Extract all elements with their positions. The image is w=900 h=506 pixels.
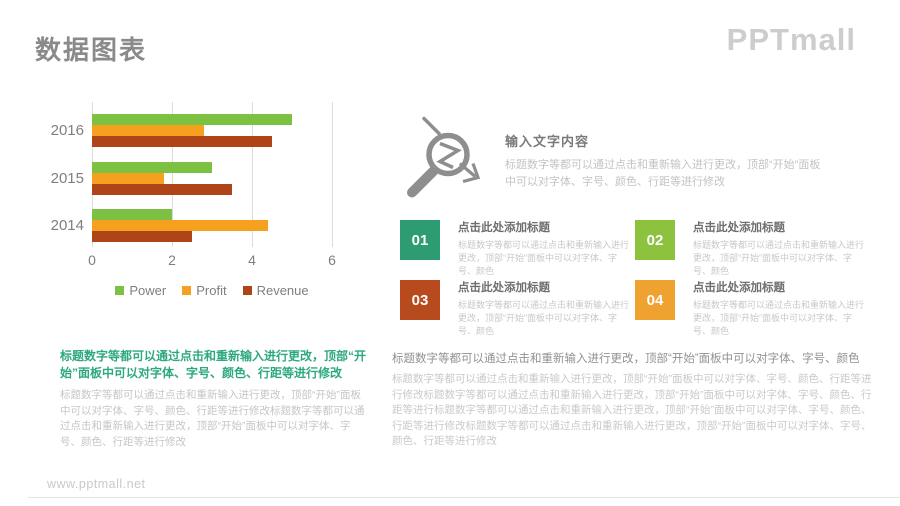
- bar-power-2015: [92, 162, 212, 173]
- numbered-item-02: 02 点击此处添加标题 标题数字等都可以通过点击和重新输入进行更改，顶部“开始”…: [635, 219, 870, 276]
- magnifier-icon: [407, 116, 481, 198]
- y-axis-label: 2016: [50, 122, 84, 139]
- legend-item-power: Power: [115, 283, 166, 298]
- bar-profit-2014: [92, 220, 268, 231]
- item-title: 点击此处添加标题: [458, 282, 550, 294]
- bar-power-2016: [92, 114, 292, 125]
- legend-marker: [115, 286, 125, 295]
- bar-revenue-2016: [92, 136, 272, 147]
- y-axis-label: 2015: [50, 170, 84, 187]
- bar-chart: 2016 2015 2014 0 2 4 6 Power Profit Revenue: [40, 100, 350, 305]
- item-number-badge: 04: [635, 280, 675, 320]
- bar-revenue-2015: [92, 184, 232, 195]
- item-number-badge: 01: [400, 220, 440, 260]
- item-number-badge: 02: [635, 220, 675, 260]
- numbered-item-04: 04 点击此处添加标题 标题数字等都可以通过点击和重新输入进行更改，顶部“开始”…: [635, 279, 870, 336]
- pptmall-logo: PPTmall: [726, 22, 856, 57]
- footer-divider: [28, 497, 900, 498]
- gridline: [332, 102, 333, 247]
- numbered-item-03: 03 点击此处添加标题 标题数字等都可以通过点击和重新输入进行更改，顶部“开始”…: [400, 279, 635, 336]
- right-lead-text: 标题数字等都可以通过点击和重新输入进行更改，顶部“开始”面板中可以对字体、字号、…: [392, 353, 860, 365]
- legend-marker: [242, 286, 252, 295]
- gridline: [172, 102, 173, 247]
- item-body: 标题数字等都可以通过点击和重新输入进行更改，顶部“开始”面板中可以对字体、字号、…: [458, 240, 630, 277]
- info-panel: 输入文字内容 标题数字等都可以通过点击和重新输入进行更改，顶部“开始”面板中可以…: [505, 131, 845, 191]
- item-body: 标题数字等都可以通过点击和重新输入进行更改，顶部“开始”面板中可以对字体、字号、…: [693, 300, 865, 337]
- x-tick-label: 4: [248, 252, 256, 268]
- x-tick-label: 6: [328, 252, 336, 268]
- item-body: 标题数字等都可以通过点击和重新输入进行更改，顶部“开始”面板中可以对字体、字号、…: [693, 240, 865, 277]
- bar-profit-2016: [92, 125, 204, 136]
- x-tick-label: 0: [88, 252, 96, 268]
- item-title: 点击此处添加标题: [458, 222, 550, 234]
- legend-marker: [182, 286, 192, 295]
- bar-revenue-2014: [92, 231, 192, 242]
- left-highlight-text: 标题数字等都可以通过点击和重新输入进行更改，顶部“开始”面板中可以对字体、字号、…: [60, 349, 367, 381]
- info-panel-body: 标题数字等都可以通过点击和重新输入进行更改，顶部“开始”面板中可以对字体、字号、…: [505, 159, 821, 189]
- numbered-item-01: 01 点击此处添加标题 标题数字等都可以通过点击和重新输入进行更改，顶部“开始”…: [400, 219, 635, 276]
- item-number-badge: 03: [400, 280, 440, 320]
- x-tick-label: 2: [168, 252, 176, 268]
- legend-item-revenue: Revenue: [242, 283, 309, 298]
- left-body-text: 标题数字等都可以通过点击和重新输入进行更改，顶部“开始”面板中可以对字体、字号、…: [60, 389, 365, 448]
- y-axis-label: 2014: [50, 217, 84, 234]
- item-title: 点击此处添加标题: [693, 282, 785, 294]
- page-title: 数据图表: [35, 35, 148, 65]
- legend-label: Profit: [196, 283, 227, 298]
- right-body-text: 标题数字等都可以通过点击和重新输入进行更改，顶部“开始”面板中可以对字体、字号、…: [392, 373, 872, 448]
- legend-label: Power: [129, 283, 167, 298]
- item-title: 点击此处添加标题: [693, 222, 785, 234]
- gridline: [252, 102, 253, 247]
- bar-power-2014: [92, 209, 172, 220]
- legend-item-profit: Profit: [182, 283, 227, 298]
- info-panel-title: 输入文字内容: [505, 134, 590, 149]
- chart-plot: [92, 102, 333, 247]
- footer-url[interactable]: www.pptmall.net: [47, 477, 146, 491]
- bar-profit-2015: [92, 173, 164, 184]
- legend-label: Revenue: [256, 283, 309, 298]
- chart-legend: Power Profit Revenue: [80, 283, 344, 298]
- item-body: 标题数字等都可以通过点击和重新输入进行更改，顶部“开始”面板中可以对字体、字号、…: [458, 300, 630, 337]
